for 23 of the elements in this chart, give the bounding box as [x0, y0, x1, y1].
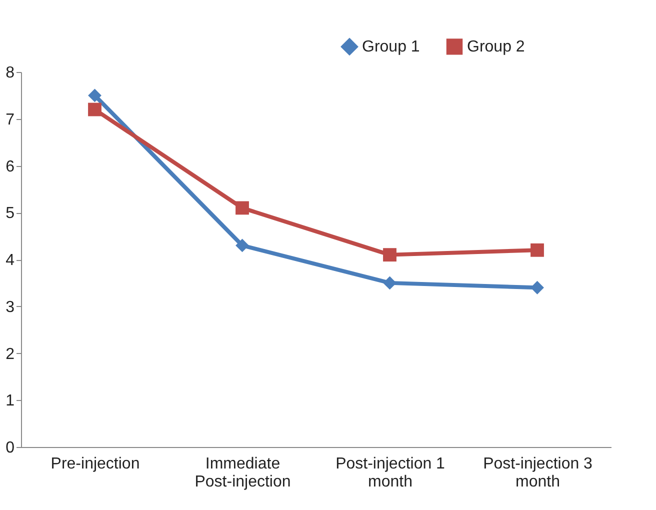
y-tick-label: 0	[6, 440, 15, 456]
point	[530, 243, 544, 257]
point	[383, 248, 396, 262]
y-tick-label: 6	[6, 158, 15, 176]
y-tick-label: 5	[6, 205, 15, 222]
x-tick-label: Pre-injection	[50, 456, 140, 472]
y-tick-label: 2	[6, 346, 15, 363]
y-tick-label: 4	[6, 252, 15, 269]
legend-label: Group 1	[362, 38, 420, 56]
point	[88, 88, 102, 102]
x-tick-label: Post-injection 1 month	[336, 456, 446, 490]
point	[383, 276, 396, 290]
point	[236, 238, 249, 252]
y-tick-label: 3	[6, 298, 15, 316]
y-tick-label: 8	[6, 64, 15, 82]
point	[530, 280, 544, 294]
x-tick-label: Immediate Post-injection	[194, 456, 291, 490]
point	[236, 201, 249, 215]
point	[88, 102, 102, 116]
legend-label: Group 2	[467, 38, 525, 56]
y-tick-label: 1	[6, 392, 15, 410]
x-tick-label: Post-injection 3 month	[483, 456, 593, 490]
y-tick-label: 7	[6, 111, 15, 128]
